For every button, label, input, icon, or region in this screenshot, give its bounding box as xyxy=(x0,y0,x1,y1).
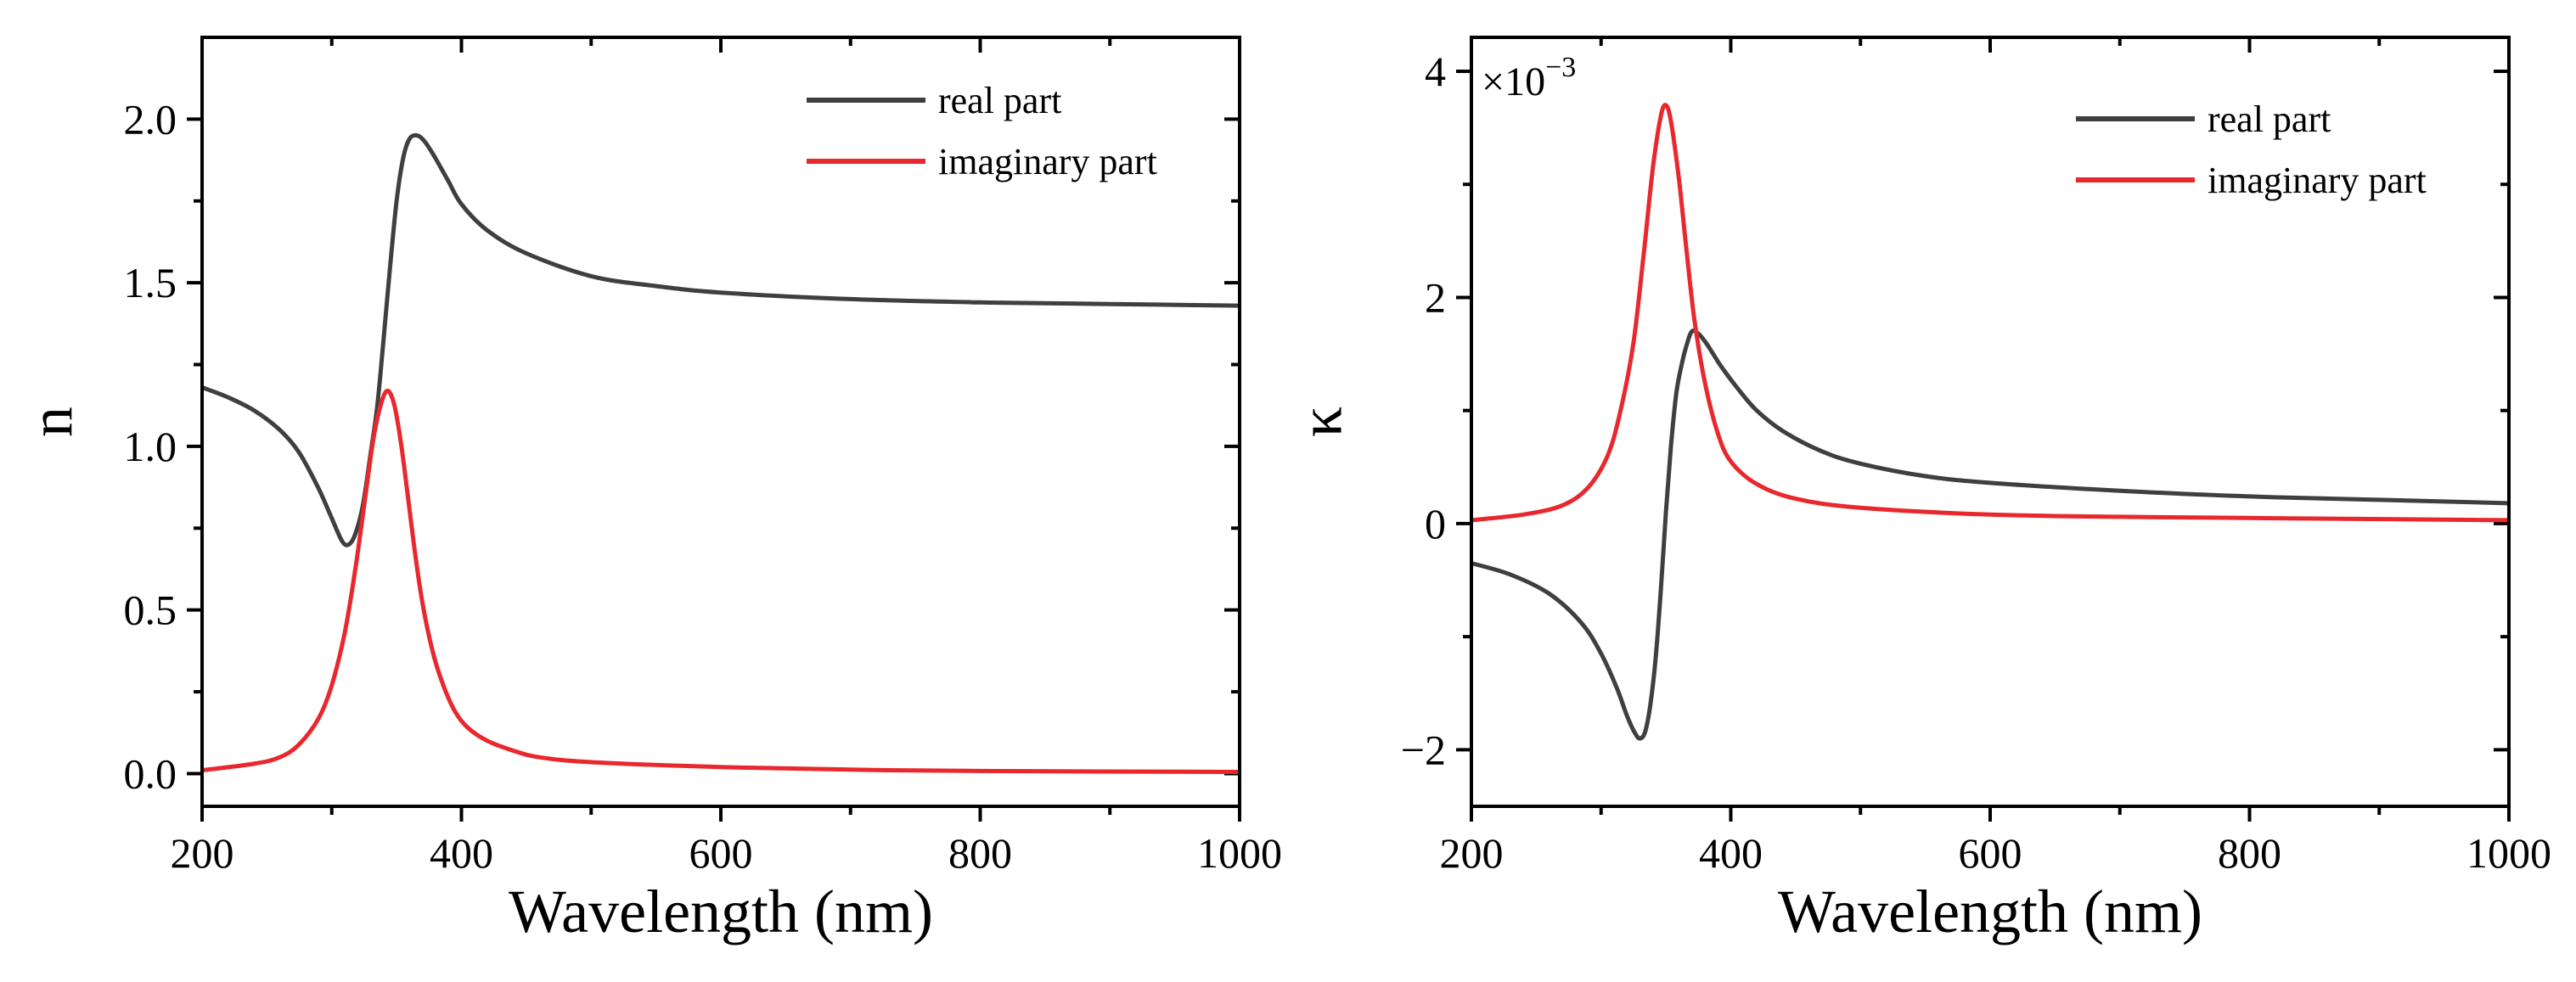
x-tick-label: 200 xyxy=(1440,829,1504,877)
x-tick-label: 400 xyxy=(430,829,493,877)
series-lines-k xyxy=(1471,103,2509,741)
x-axis-title-n: Wavelength (nm) xyxy=(509,878,933,946)
scale-exponent: −3 xyxy=(1545,52,1576,83)
y-tick-label: 0.0 xyxy=(124,749,177,797)
legend-k: real part imaginary part xyxy=(2076,98,2427,201)
y-ticks-n: 0.0 0.5 1.0 1.5 2.0 xyxy=(124,95,1240,797)
y-axis-title-n: n xyxy=(18,407,86,437)
y-scale-multiplier: ×10−3 xyxy=(1482,52,1576,104)
real-part-line-k xyxy=(1471,328,2509,741)
y-tick-label: 1.0 xyxy=(124,423,177,470)
x-axis-title-k: Wavelength (nm) xyxy=(1778,878,2202,946)
legend-label-imaginary-n: imaginary part xyxy=(938,141,1157,182)
y-tick-label: 2 xyxy=(1425,273,1446,321)
refractive-index-panel: 200 400 600 800 1000 0.0 0.5 1.0 1.5 2.0 Wavelen… xyxy=(18,36,1282,946)
plot-frame-k xyxy=(1470,36,2511,808)
x-tick-label: 200 xyxy=(171,829,234,877)
legend-label-real-n: real part xyxy=(938,80,1061,121)
y-tick-label: −2 xyxy=(1401,726,1446,773)
y-tick-label: 0.5 xyxy=(124,586,177,634)
imaginary-part-line-n xyxy=(202,388,1240,774)
extinction-coefficient-panel: 200 400 600 800 1000 −2 0 2 4 Wavelength (nm) κ… xyxy=(1287,36,2551,946)
legend-label-real-k: real part xyxy=(2208,98,2331,140)
x-tick-label: 1000 xyxy=(2466,829,2551,877)
scale-base: ×10 xyxy=(1482,59,1545,104)
real-part-line-n xyxy=(202,132,1240,547)
x-tick-label: 600 xyxy=(689,829,753,877)
plot-frame-n xyxy=(200,36,1241,808)
x-tick-label: 1000 xyxy=(1197,829,1282,877)
legend-label-imaginary-k: imaginary part xyxy=(2208,160,2427,201)
y-axis-title-k: κ xyxy=(1287,407,1355,437)
imaginary-part-line-k xyxy=(1471,103,2509,523)
x-ticks-n: 200 400 600 800 1000 xyxy=(171,37,1282,877)
x-tick-label: 800 xyxy=(948,829,1012,877)
y-tick-label: 1.5 xyxy=(124,259,177,306)
series-lines-n xyxy=(202,132,1240,774)
legend-n: real part imaginary part xyxy=(807,80,1157,182)
y-tick-label: 4 xyxy=(1425,48,1446,95)
y-ticks-k: −2 0 2 4 xyxy=(1401,48,2509,773)
x-tick-label: 800 xyxy=(2218,829,2281,877)
y-tick-label: 2.0 xyxy=(124,95,177,143)
x-tick-label: 400 xyxy=(1699,829,1763,877)
x-tick-label: 600 xyxy=(1959,829,2022,877)
y-tick-label: 0 xyxy=(1425,500,1446,547)
